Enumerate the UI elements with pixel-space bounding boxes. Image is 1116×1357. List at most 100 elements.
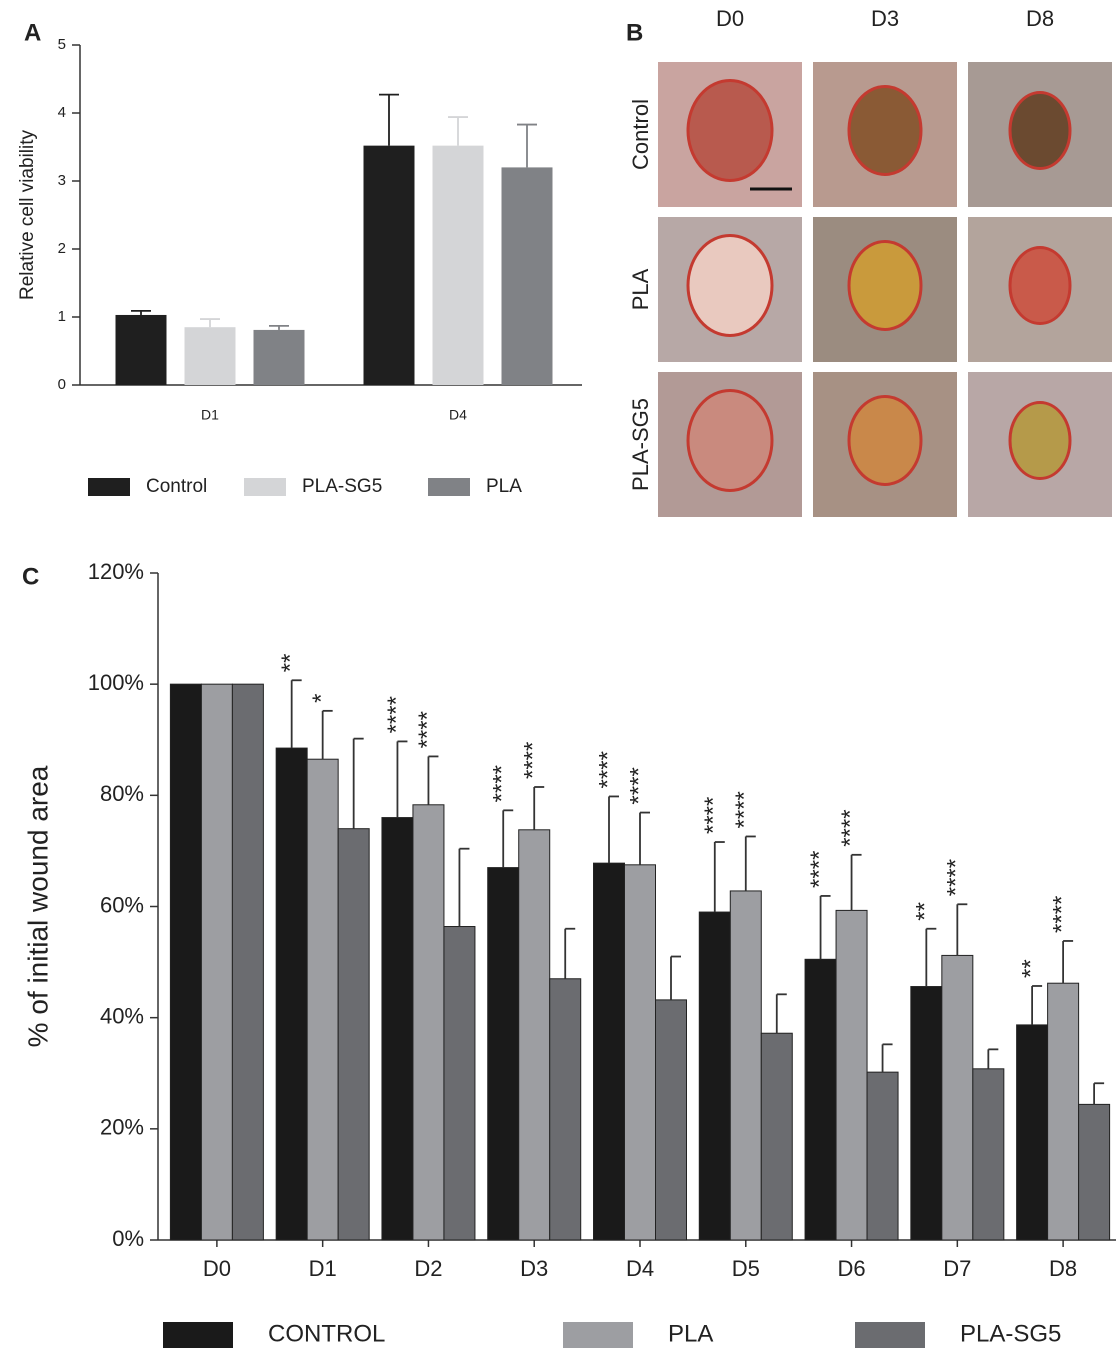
x-tick-label: D1 (309, 1256, 337, 1281)
error-bar (640, 813, 650, 865)
bar (185, 327, 236, 385)
significance: ** (1017, 959, 1044, 978)
bar (307, 759, 338, 1240)
error-bar (428, 756, 438, 804)
bar (364, 146, 415, 385)
error-bar (671, 957, 681, 1000)
column-label: D3 (871, 6, 899, 31)
error-bar (448, 117, 468, 146)
bar (1048, 983, 1079, 1240)
y-tick-label: 40% (100, 1003, 144, 1028)
error-bar (534, 787, 544, 830)
bar (201, 684, 232, 1240)
significance: **** (383, 696, 410, 733)
error-bar (397, 741, 407, 817)
wound (688, 236, 772, 336)
y-tick-label: 1 (58, 308, 66, 325)
y-tick-label: 4 (58, 104, 66, 121)
significance: **** (594, 751, 621, 788)
legend-label: PLA (486, 476, 522, 497)
y-tick-label: 80% (100, 781, 144, 806)
row-label: Control (628, 99, 653, 170)
legend-swatch (855, 1322, 925, 1348)
bar (550, 979, 581, 1240)
error-bar (131, 311, 151, 315)
x-tick-label: D3 (520, 1256, 548, 1281)
x-tick-label: D1 (201, 407, 219, 423)
y-tick-label: 120% (88, 559, 144, 584)
error-bar (1063, 941, 1073, 983)
bar (433, 146, 484, 385)
legend-label: CONTROL (268, 1320, 385, 1347)
bar (382, 818, 413, 1240)
bar (170, 684, 201, 1240)
x-tick-label: D5 (732, 1256, 760, 1281)
bar (942, 955, 973, 1240)
x-tick-label: D4 (626, 1256, 654, 1281)
bar (254, 330, 305, 385)
row-label: PLA (628, 268, 653, 310)
error-bar (379, 95, 399, 146)
y-tick-label: 100% (88, 670, 144, 695)
error-bar (292, 680, 302, 748)
bar (594, 863, 625, 1240)
error-bar (746, 836, 756, 890)
legend-label: PLA-SG5 (960, 1320, 1061, 1347)
significance: ** (912, 902, 939, 921)
significance: **** (520, 742, 547, 779)
significance: **** (731, 791, 758, 828)
x-tick-label: D0 (203, 1256, 231, 1281)
legend-swatch (88, 478, 130, 496)
error-bar (517, 125, 537, 168)
wound (1010, 248, 1070, 324)
error-bar (988, 1049, 998, 1068)
panel-label: C (22, 563, 39, 590)
bar (911, 987, 942, 1240)
bar (1079, 1104, 1110, 1240)
x-tick-label: D8 (1049, 1256, 1077, 1281)
bar (232, 684, 263, 1240)
error-bar (1094, 1083, 1104, 1104)
error-bar (926, 929, 936, 987)
error-bar (200, 319, 220, 327)
x-tick-label: D2 (414, 1256, 442, 1281)
significance: * (308, 694, 335, 703)
bar (519, 830, 550, 1240)
wound (688, 391, 772, 491)
legend-label: Control (146, 476, 207, 497)
significance: **** (1048, 896, 1075, 933)
y-axis-title: % of initial wound area (22, 765, 53, 1047)
x-tick-label: D6 (837, 1256, 865, 1281)
error-bar (503, 810, 513, 867)
bar (867, 1072, 898, 1240)
significance: **** (943, 859, 970, 896)
error-bar (852, 855, 862, 911)
significance: **** (837, 809, 864, 846)
bar (656, 1000, 687, 1240)
error-bar (323, 711, 333, 759)
y-tick-label: 20% (100, 1115, 144, 1140)
wound (1010, 403, 1070, 479)
bar (625, 865, 656, 1240)
legend-label: PLA (668, 1320, 713, 1347)
bar (413, 805, 444, 1240)
significance: **** (700, 797, 727, 834)
legend-swatch (163, 1322, 233, 1348)
wound (688, 81, 772, 181)
significance: **** (489, 765, 516, 802)
y-tick-label: 5 (58, 36, 66, 53)
bar (444, 927, 475, 1240)
wound (849, 87, 921, 175)
bar (973, 1069, 1004, 1240)
error-bar (459, 849, 469, 927)
legend-swatch (244, 478, 286, 496)
error-bar (821, 896, 831, 959)
y-tick-label: 60% (100, 892, 144, 917)
panel-label: B (626, 19, 643, 46)
error-bar (957, 904, 967, 955)
y-axis-title: Relative cell viability (17, 130, 38, 301)
column-label: D8 (1026, 6, 1054, 31)
bar (1017, 1025, 1048, 1240)
error-bar (609, 796, 619, 863)
error-bar (565, 929, 575, 979)
